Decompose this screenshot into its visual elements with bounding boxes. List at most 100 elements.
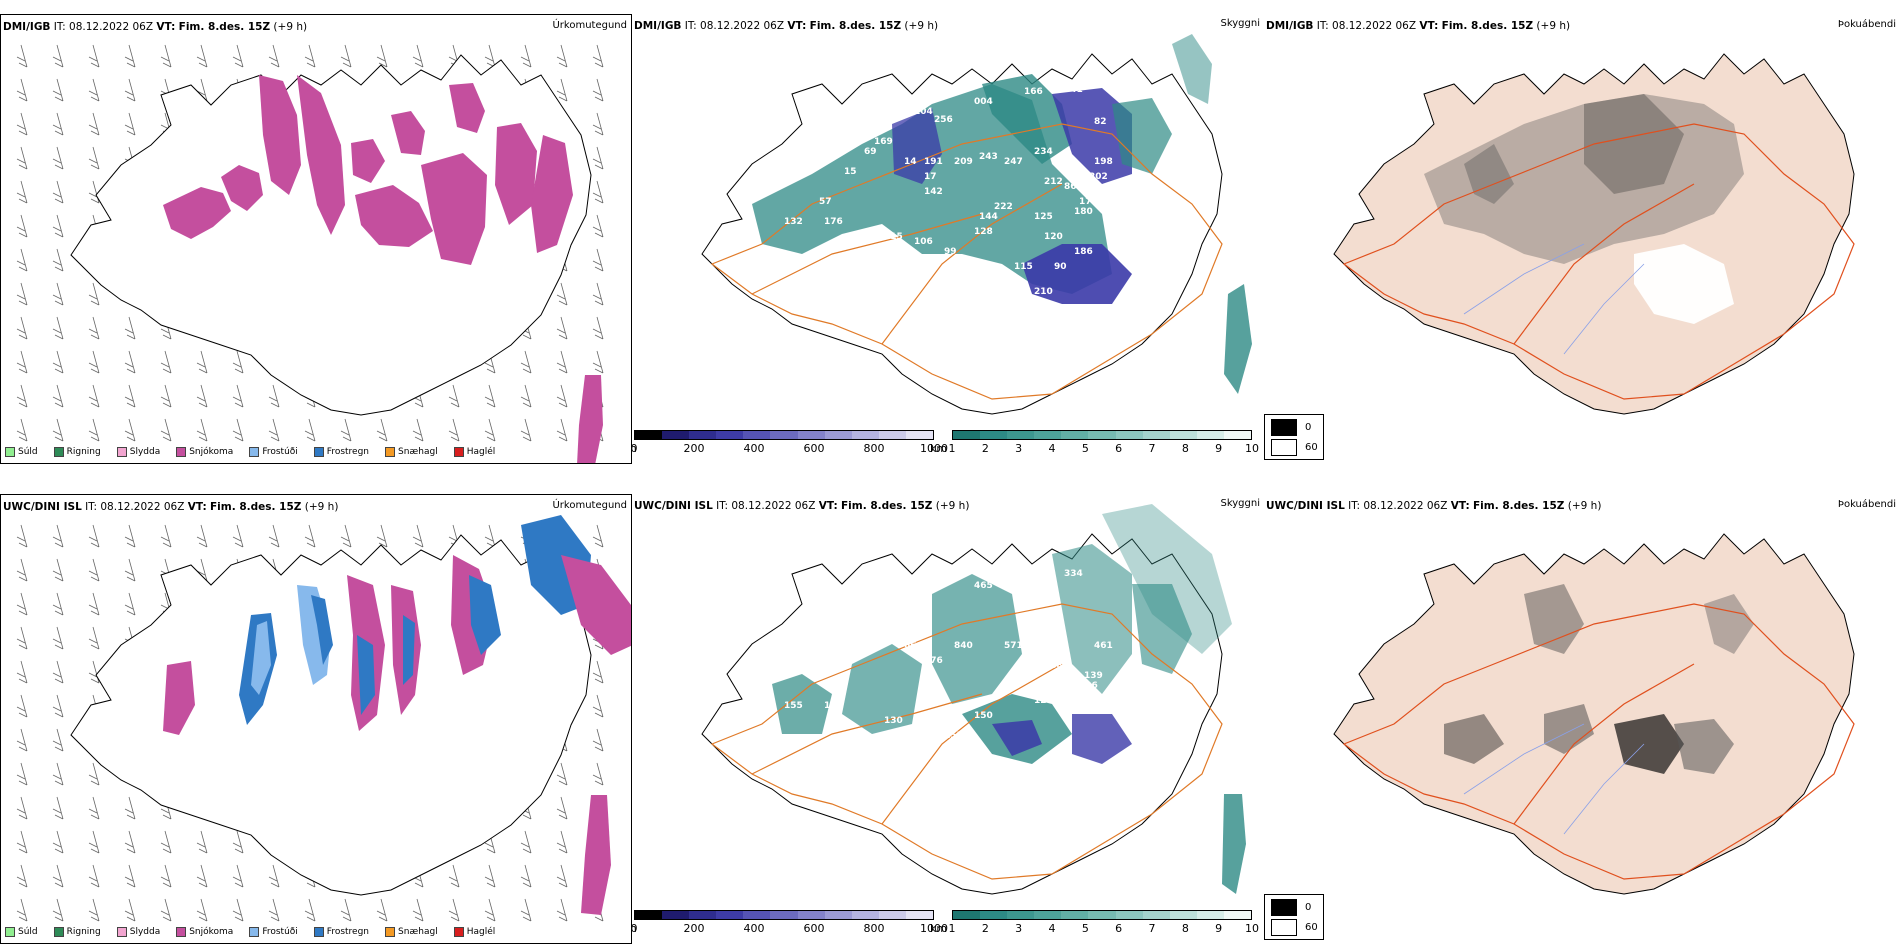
- wind-barb: [52, 112, 64, 136]
- ceiling-height-labels: 136 104 169 256 004 166 341 82 232 69 14 191 209 243 2…: [784, 85, 1113, 297]
- wind-barb: [16, 592, 28, 616]
- blue-area: [1022, 244, 1132, 304]
- ceiling-label: 202: [1089, 172, 1108, 182]
- colorbar-cell: [953, 911, 981, 919]
- colorbar-tick: 200: [683, 922, 705, 935]
- wind-barb: [88, 524, 100, 548]
- snow-area: [297, 75, 345, 235]
- wind-barb: [52, 180, 64, 204]
- wind-barb: [16, 524, 28, 548]
- legend-item: Frostúði: [249, 447, 298, 457]
- ceiling-label: 107: [964, 262, 983, 272]
- colorbar-cell: [1223, 431, 1252, 439]
- ceiling-label: 212: [1044, 177, 1063, 187]
- rivers: [1463, 243, 1645, 355]
- wind-barb: [232, 350, 244, 374]
- wind-barb: [52, 898, 64, 922]
- ceiling-label: 571: [1004, 641, 1023, 651]
- colorbar-unit: km: [930, 442, 948, 455]
- colorbar-tick: 8: [1181, 442, 1189, 455]
- ceiling-label: 461: [1094, 641, 1113, 651]
- wind-barb: [52, 418, 64, 442]
- ceiling-label: 106: [1079, 681, 1098, 691]
- ceiling-label: 256: [934, 115, 953, 125]
- panel-title: Úrkomutegund: [552, 500, 627, 511]
- ceiling-label: 004: [974, 97, 993, 107]
- wind-barb: [124, 112, 136, 136]
- visibility-panel-uwc: UWC/DINI ISL IT: 08.12.2022 06Z VT: Fim.…: [632, 494, 1264, 944]
- legend-label: Frostregn: [326, 927, 370, 937]
- wind-barb: [484, 384, 496, 408]
- wind-barb: [196, 830, 208, 854]
- legend-item: Frostúði: [249, 927, 298, 937]
- wind-barb: [16, 282, 28, 306]
- wind-barb: [196, 350, 208, 374]
- wind-barb: [88, 78, 100, 102]
- low-visibility-areas: [772, 504, 1246, 894]
- legend-item: Frostregn: [313, 447, 369, 457]
- colorbar-tick: 800: [863, 442, 885, 455]
- ceiling-label: 17: [924, 172, 937, 182]
- colorbar-tick: 1: [948, 922, 956, 935]
- snow-area: [391, 111, 425, 155]
- ceiling-label: 465: [974, 581, 993, 591]
- wind-barb: [556, 78, 568, 102]
- colorbar-cell: [743, 431, 771, 439]
- colorbar-tick: 2: [981, 442, 989, 455]
- wind-barb: [16, 830, 28, 854]
- wind-barb: [520, 418, 532, 442]
- snowfall-areas: [163, 75, 603, 463]
- colorbar-cell: [1061, 431, 1089, 439]
- wind-barb: [484, 898, 496, 922]
- legend-item: Snæhagl: [385, 447, 438, 457]
- wind-barb: [412, 524, 424, 548]
- wind-barb: [520, 44, 532, 68]
- legend-label: Rigning: [66, 447, 101, 457]
- wind-barb: [88, 558, 100, 582]
- wind-barb: [16, 214, 28, 238]
- road-network: [1342, 603, 1855, 880]
- wind-barb: [376, 524, 388, 548]
- wind-barb: [412, 44, 424, 68]
- colorbar-cell: [824, 431, 852, 439]
- colorbar-tick: 400: [743, 922, 765, 935]
- wind-barb: [592, 282, 604, 306]
- snow-area: [221, 165, 263, 211]
- wind-barb: [52, 660, 64, 684]
- cloud-indicator-panel-uwc: UWC/DINI ISL IT: 08.12.2022 06Z VT: Fim.…: [1264, 494, 1900, 944]
- wind-barb: [124, 864, 136, 888]
- wind-barb: [448, 418, 460, 442]
- colorbar-cell: [635, 431, 663, 439]
- legend-swatch: [176, 447, 187, 457]
- legend-label: Haglél: [466, 927, 496, 937]
- wind-barb: [16, 762, 28, 786]
- ceiling-label: 188: [1044, 661, 1063, 671]
- ceiling-label: 234: [874, 621, 893, 631]
- precip-map: [16, 515, 631, 922]
- ceiling-label: 166: [1024, 87, 1043, 97]
- wind-barb: [232, 524, 244, 548]
- wind-barb: [376, 418, 388, 442]
- colorbar-tick: 5: [1081, 922, 1089, 935]
- colorbar-cell: [662, 911, 690, 919]
- colorbar-cell: [1034, 431, 1062, 439]
- colorbar-unit: m: [632, 442, 637, 455]
- colorbar-cell: [1007, 911, 1035, 919]
- rivers: [1463, 723, 1645, 835]
- wind-barb: [16, 796, 28, 820]
- colorbar-tick: 9: [1215, 922, 1223, 935]
- wind-barb: [196, 418, 208, 442]
- wind-barb: [16, 146, 28, 170]
- wind-barb: [448, 384, 460, 408]
- wind-barb: [160, 864, 172, 888]
- colorbar-tick: 1: [948, 442, 956, 455]
- wind-barb: [304, 898, 316, 922]
- ceiling-label: 125: [1034, 212, 1053, 222]
- cloud-map: [1333, 533, 1855, 895]
- colorbar-tick: 6: [1115, 922, 1123, 935]
- precip-map: [16, 44, 604, 463]
- colorbar-tick: 10: [1245, 442, 1259, 455]
- wind-barb: [160, 898, 172, 922]
- wind-barb: [232, 44, 244, 68]
- wind-barb: [124, 592, 136, 616]
